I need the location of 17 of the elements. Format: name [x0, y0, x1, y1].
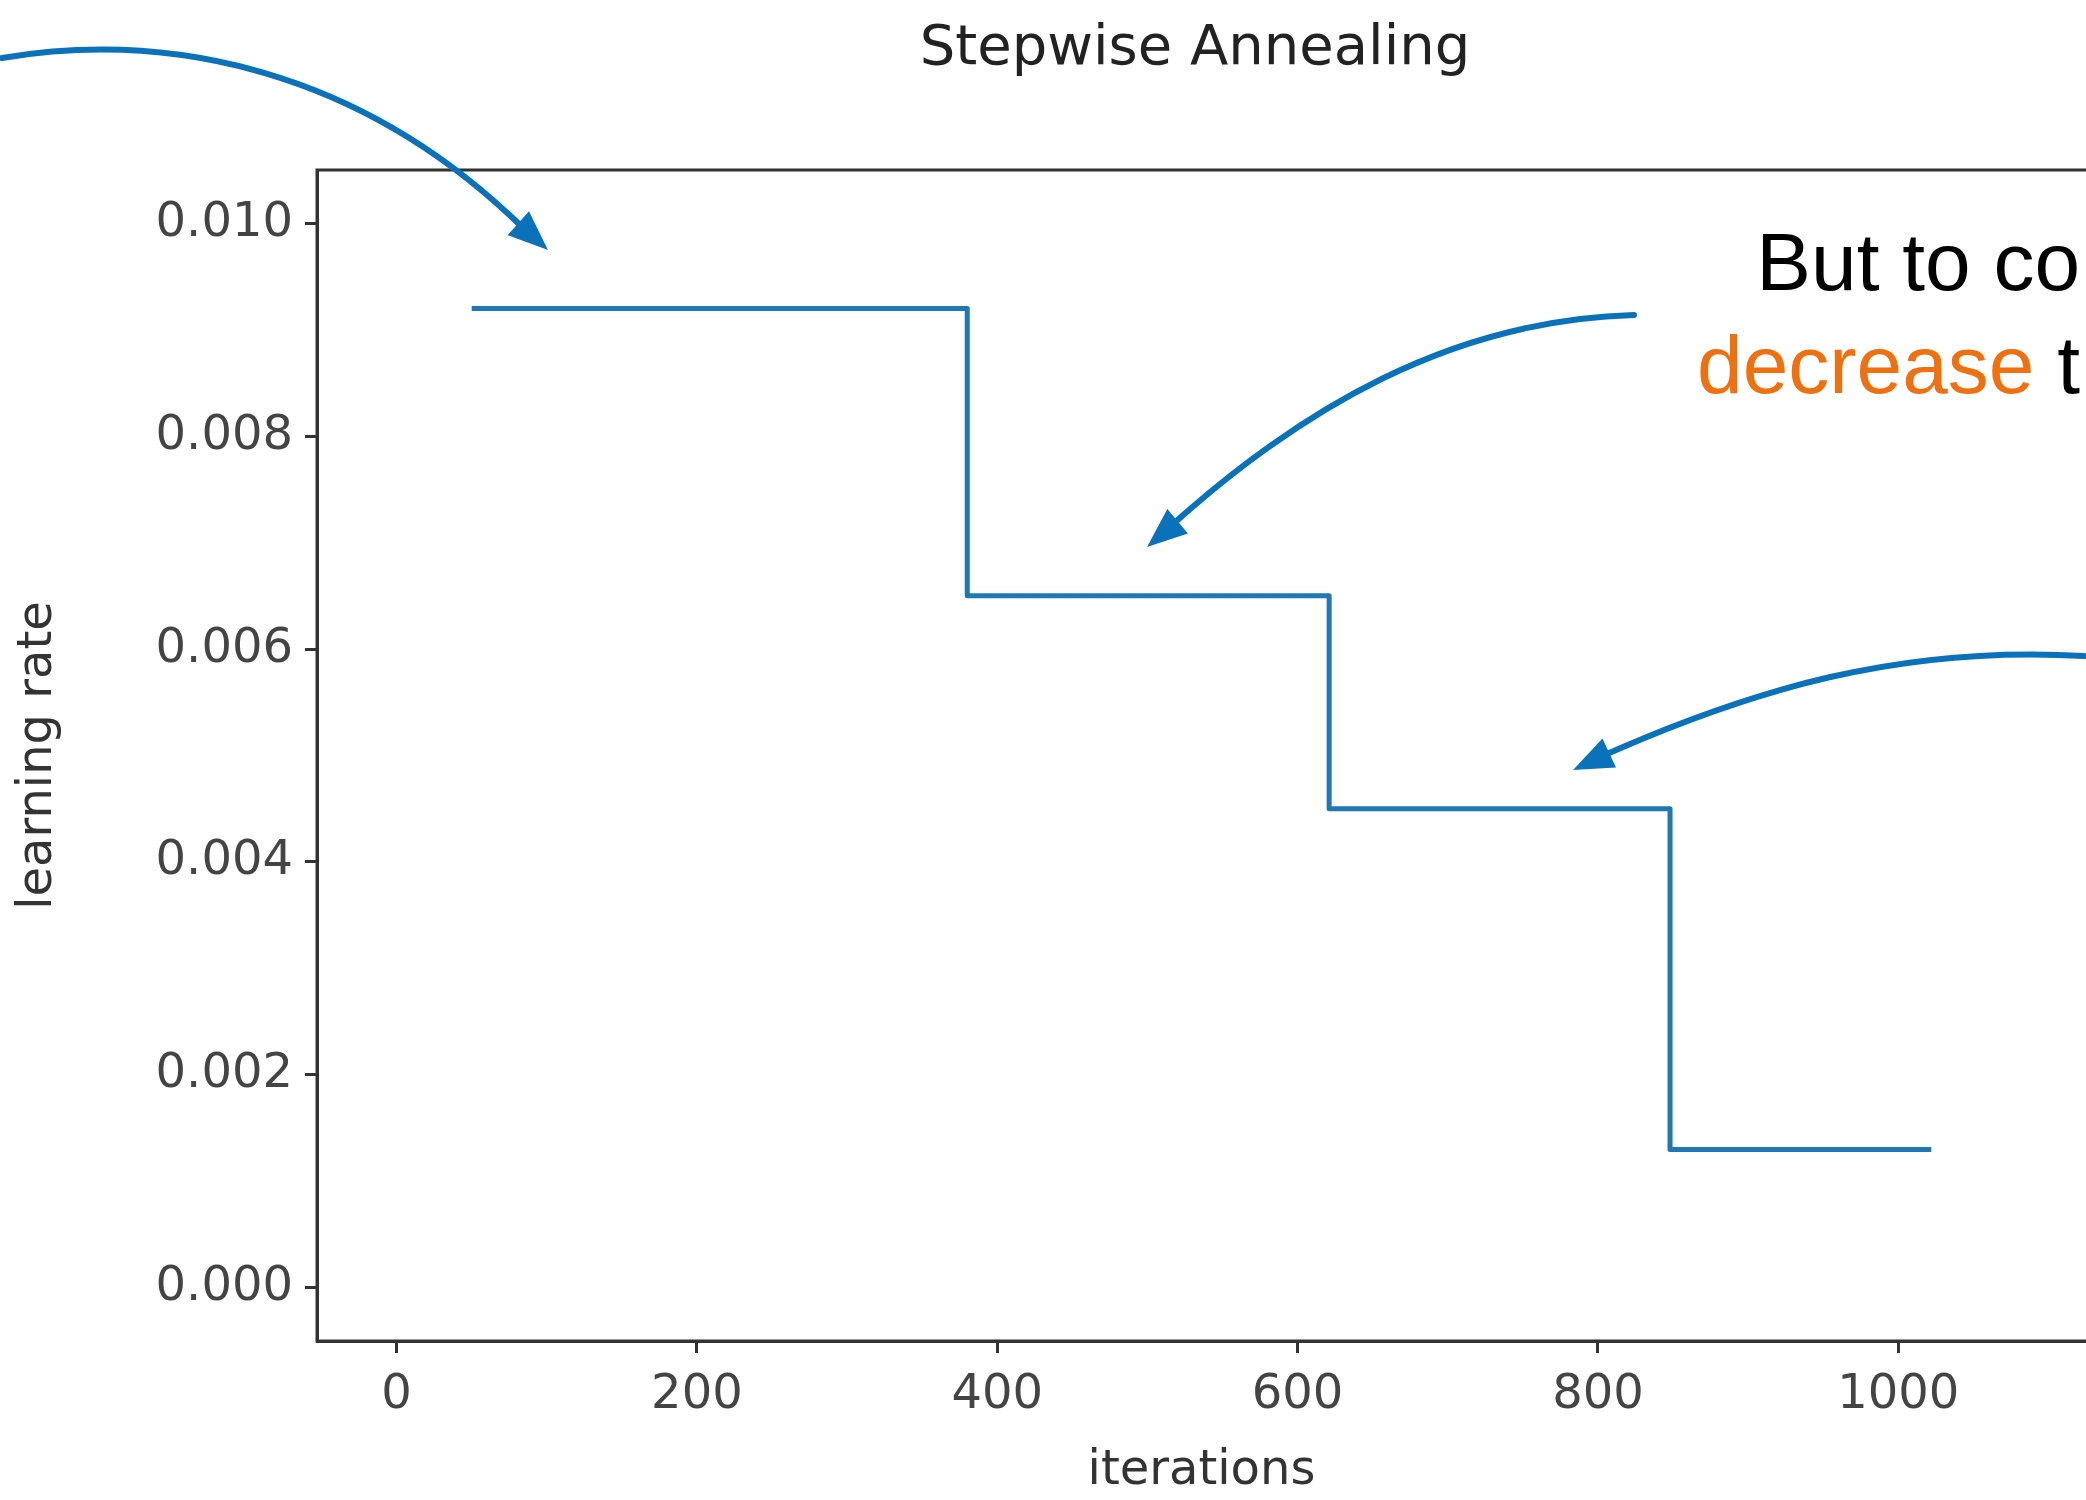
y-axis-title: learning rate	[6, 601, 63, 910]
y-tick-label: 0.010	[155, 190, 293, 247]
y-tick-label: 0.008	[155, 403, 293, 460]
x-tick-label: 0	[381, 1363, 412, 1420]
y-tick-label: 0.000	[155, 1255, 293, 1312]
x-axis-title: iterations	[1087, 1438, 1316, 1495]
y-tick-label: 0.002	[155, 1042, 293, 1099]
y-tick-label: 0.006	[155, 616, 293, 673]
x-tick-label: 600	[1251, 1363, 1344, 1420]
x-tick-label: 1000	[1837, 1363, 1960, 1420]
x-tick-label: 800	[1552, 1363, 1644, 1420]
annotation: decrease t	[1697, 319, 2080, 410]
annotation: But to co	[1756, 215, 2080, 309]
y-tick-label: 0.004	[155, 829, 293, 886]
x-tick-label: 200	[651, 1363, 743, 1420]
chart-title: Stepwise Annealing	[918, 12, 1472, 77]
x-tick-label: 400	[951, 1363, 1044, 1420]
